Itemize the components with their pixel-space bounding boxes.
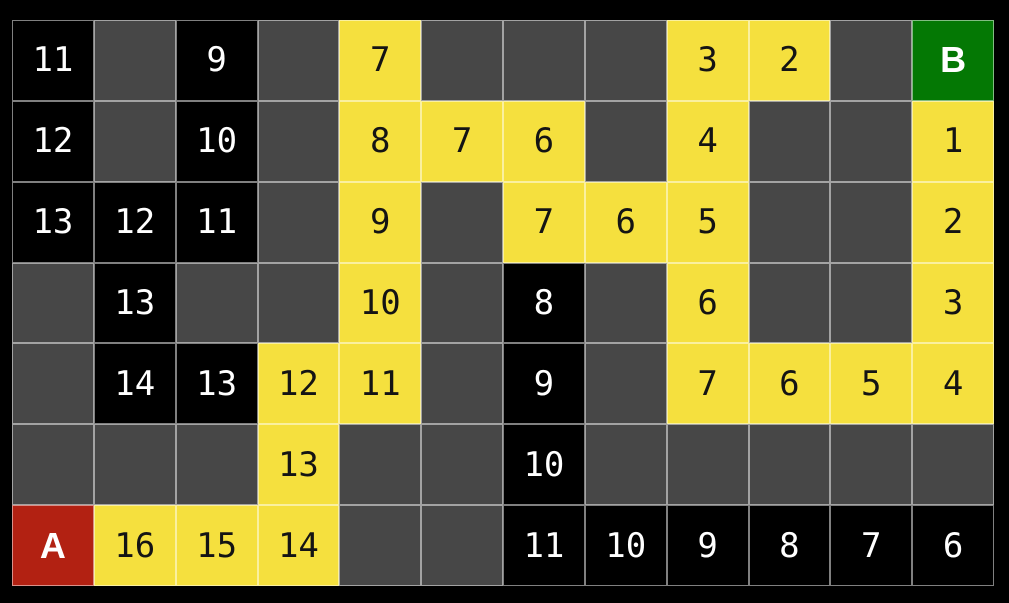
path-cell[interactable]: 6 [503,100,585,182]
path-cell[interactable]: 7 [503,181,585,263]
wall-cell[interactable] [175,424,258,506]
wall-cell[interactable] [257,262,340,344]
wall-cell[interactable] [748,262,831,344]
wall-cell[interactable] [748,424,831,506]
path-cell[interactable]: 8 [339,100,422,182]
wall-cell[interactable] [748,181,831,263]
wall-cell[interactable] [421,262,503,344]
wall-cell[interactable] [584,20,667,101]
start-cell[interactable]: A [12,505,94,586]
visited-cell[interactable]: 13 [175,343,258,425]
path-cell[interactable]: 3 [912,262,994,344]
path-cell[interactable]: 10 [339,262,422,344]
wall-cell[interactable] [257,181,340,263]
wall-cell[interactable] [421,181,503,263]
wall-cell[interactable] [830,181,913,263]
visited-cell[interactable]: 9 [666,505,749,586]
wall-cell[interactable] [584,424,667,506]
visited-cell[interactable]: 11 [503,505,585,586]
path-cell[interactable]: 7 [666,343,749,425]
path-cell[interactable]: 15 [175,505,258,586]
wall-cell[interactable] [339,505,422,586]
visited-cell[interactable]: 10 [503,424,585,506]
wall-cell[interactable] [257,100,340,182]
visited-cell[interactable]: 9 [503,343,585,425]
path-cell[interactable]: 16 [93,505,176,586]
visited-cell[interactable]: 8 [503,262,585,344]
path-cell[interactable]: 6 [748,343,831,425]
path-cell[interactable]: 7 [421,100,503,182]
path-cell[interactable]: 6 [584,181,667,263]
wall-cell[interactable] [339,424,422,506]
wall-cell[interactable] [421,505,503,586]
wall-cell[interactable] [830,100,913,182]
wall-cell[interactable] [584,343,667,425]
path-cell[interactable]: 11 [339,343,422,425]
wall-cell[interactable] [666,424,749,506]
visited-cell[interactable]: 9 [175,20,258,101]
pathfinding-grid: 11 9 7 3 2 B 12 10 8 7 6 4 1 13 12 11 9 7 6 5 2 13 10 8 6 3 14 13 12… [12,20,994,586]
path-cell[interactable]: 9 [339,181,422,263]
visited-cell[interactable]: 8 [748,505,831,586]
path-cell[interactable]: 14 [257,505,340,586]
wall-cell[interactable] [93,100,176,182]
visited-cell[interactable]: 6 [912,505,994,586]
wall-cell[interactable] [93,20,176,101]
path-cell[interactable]: 4 [912,343,994,425]
visited-cell[interactable]: 12 [93,181,176,263]
visited-cell[interactable]: 11 [12,20,94,101]
visited-cell[interactable]: 13 [93,262,176,344]
wall-cell[interactable] [12,424,94,506]
visited-cell[interactable]: 11 [175,181,258,263]
visited-cell[interactable]: 10 [584,505,667,586]
wall-cell[interactable] [257,20,340,101]
visited-cell[interactable]: 10 [175,100,258,182]
path-cell[interactable]: 13 [257,424,340,506]
wall-cell[interactable] [503,20,585,101]
wall-cell[interactable] [175,262,258,344]
path-cell[interactable]: 3 [666,20,749,101]
wall-cell[interactable] [93,424,176,506]
wall-cell[interactable] [12,343,94,425]
visited-cell[interactable]: 13 [12,181,94,263]
wall-cell[interactable] [421,343,503,425]
wall-cell[interactable] [421,20,503,101]
wall-cell[interactable] [912,424,994,506]
path-cell[interactable]: 5 [666,181,749,263]
wall-cell[interactable] [584,262,667,344]
wall-cell[interactable] [830,20,913,101]
wall-cell[interactable] [421,424,503,506]
visited-cell[interactable]: 12 [12,100,94,182]
wall-cell[interactable] [584,100,667,182]
visited-cell[interactable]: 7 [830,505,913,586]
path-cell[interactable]: 12 [257,343,340,425]
path-cell[interactable]: 1 [912,100,994,182]
path-cell[interactable]: 6 [666,262,749,344]
path-cell[interactable]: 2 [748,20,831,101]
path-cell[interactable]: 7 [339,20,422,101]
path-cell[interactable]: 2 [912,181,994,263]
visited-cell[interactable]: 14 [93,343,176,425]
goal-cell[interactable]: B [912,20,994,101]
wall-cell[interactable] [830,262,913,344]
wall-cell[interactable] [830,424,913,506]
path-cell[interactable]: 5 [830,343,913,425]
path-cell[interactable]: 4 [666,100,749,182]
wall-cell[interactable] [748,100,831,182]
wall-cell[interactable] [12,262,94,344]
